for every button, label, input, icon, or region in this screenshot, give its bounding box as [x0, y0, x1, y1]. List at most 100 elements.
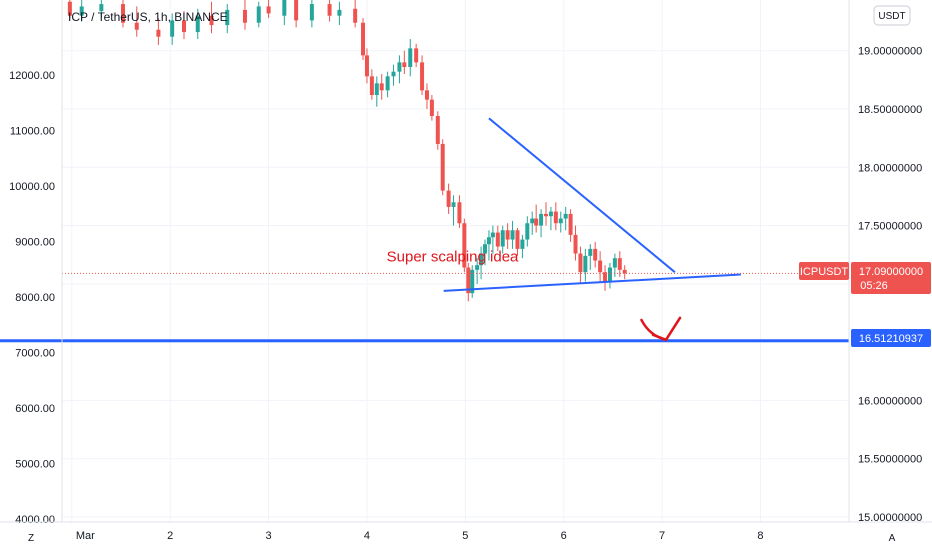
left-price-axis[interactable]: 4000.00 5000.00 6000.00 7000.00 8000.00 9000.… [9, 70, 55, 526]
last-price-tag-bg [851, 262, 931, 294]
left-tick-label: 12000.00 [9, 70, 55, 82]
price-tags: ICPUSDT 17.09000000 05:26 16.51210937 [799, 262, 931, 347]
candle-down [603, 272, 608, 282]
candle-down [242, 9, 247, 23]
candle-up [408, 48, 413, 68]
candle-up [256, 6, 261, 23]
candle-down [364, 55, 369, 77]
candle-up [607, 267, 612, 282]
candle-down [573, 234, 578, 254]
left-tick-label: 9000.00 [15, 237, 55, 249]
candle-down [435, 115, 440, 144]
level-price-label: 16.51210937 [859, 333, 923, 345]
time-tick-label: 3 [266, 530, 272, 542]
candle-up [451, 202, 456, 207]
candle-up [500, 230, 505, 247]
candle-up [490, 232, 495, 238]
right-tick-label: 17.50000000 [858, 221, 922, 233]
right-tick-label: 15.50000000 [858, 454, 922, 466]
candle-down [466, 267, 471, 294]
right-tick-label: 18.00000000 [858, 162, 922, 174]
auto-scale-button[interactable]: A [889, 533, 896, 544]
zoom-reset-button[interactable]: Z [28, 533, 34, 544]
level-tag-bg [851, 329, 931, 347]
zoom-label[interactable]: Z [28, 533, 34, 544]
candle-up [391, 71, 396, 77]
candle-up [612, 258, 617, 268]
left-tick-label: 11000.00 [10, 126, 55, 138]
currency-button[interactable]: USDT [873, 5, 911, 26]
candle-up [195, 15, 200, 33]
currency-label[interactable]: USDT [878, 11, 905, 22]
candle-down [462, 223, 467, 268]
candle-down [440, 143, 445, 191]
auto-scale-label[interactable]: A [889, 533, 896, 544]
drawings [0, 117, 849, 343]
candle-down [568, 213, 573, 235]
candle-up [486, 237, 491, 245]
symbol-title[interactable]: ICP / TetherUS, 1h, BINANCE [68, 10, 228, 24]
time-tick-label: 5 [462, 530, 468, 542]
candle-down [544, 213, 549, 217]
candle-up [385, 76, 390, 91]
candle-down [327, 4, 332, 16]
annotation-text[interactable]: Super scalping idea [387, 249, 519, 266]
candle-down [209, 15, 214, 26]
candle-down [120, 4, 125, 23]
candle-up [539, 213, 544, 226]
candle-up [583, 255, 588, 273]
candle-down [593, 248, 598, 261]
candle-down [134, 22, 139, 30]
candle-down [622, 269, 627, 274]
time-tick-label: Mar [76, 530, 95, 542]
candle-down [420, 62, 425, 91]
candle-down [424, 90, 429, 100]
candle-down [156, 29, 161, 37]
candle-up [470, 269, 475, 294]
left-tick-label: 5000.00 [15, 459, 55, 471]
candle-down [67, 1, 72, 16]
left-tick-label: 7000.00 [15, 348, 55, 360]
last-price-label: 17.09000000 [859, 266, 923, 278]
candle-up [525, 223, 530, 240]
left-tick-label: 10000.00 [9, 181, 55, 193]
candle-down [402, 62, 407, 68]
candle-up [475, 265, 480, 270]
time-axis[interactable]: Mar 2 3 4 5 6 7 8 [76, 530, 764, 542]
candle-down [495, 232, 500, 247]
trendline-descending[interactable] [488, 117, 676, 273]
candle-down [361, 22, 366, 56]
candle-down [505, 230, 510, 240]
left-tick-label: 4000.00 [15, 514, 55, 526]
time-tick-label: 7 [659, 530, 665, 542]
annotations: Super scalping idea [387, 249, 519, 266]
candle-up [479, 253, 484, 266]
candle-up [548, 211, 553, 217]
right-tick-label: 16.00000000 [858, 395, 922, 407]
candles [67, 0, 627, 302]
candle-down [429, 99, 434, 116]
candle-down [369, 76, 374, 96]
trendline-support[interactable] [443, 273, 741, 292]
candle-up [397, 62, 402, 72]
candle-up [563, 213, 568, 219]
candle-down [534, 218, 539, 226]
candle-down [617, 258, 622, 270]
candle-up [510, 230, 515, 240]
time-tick-label: 2 [167, 530, 173, 542]
candle-up [225, 9, 230, 26]
right-tick-label: 15.00000000 [858, 512, 922, 524]
candle-up [337, 9, 342, 16]
candle-down [553, 211, 558, 224]
candle-up [588, 248, 593, 256]
candle-down [294, 0, 299, 21]
left-tick-label: 6000.00 [15, 403, 55, 415]
time-tick-label: 8 [757, 530, 763, 542]
candle-down [379, 83, 384, 91]
countdown-label: 05:26 [860, 280, 888, 292]
right-tick-label: 18.50000000 [858, 104, 922, 116]
candle-up [282, 0, 287, 16]
candle-up [530, 218, 535, 224]
